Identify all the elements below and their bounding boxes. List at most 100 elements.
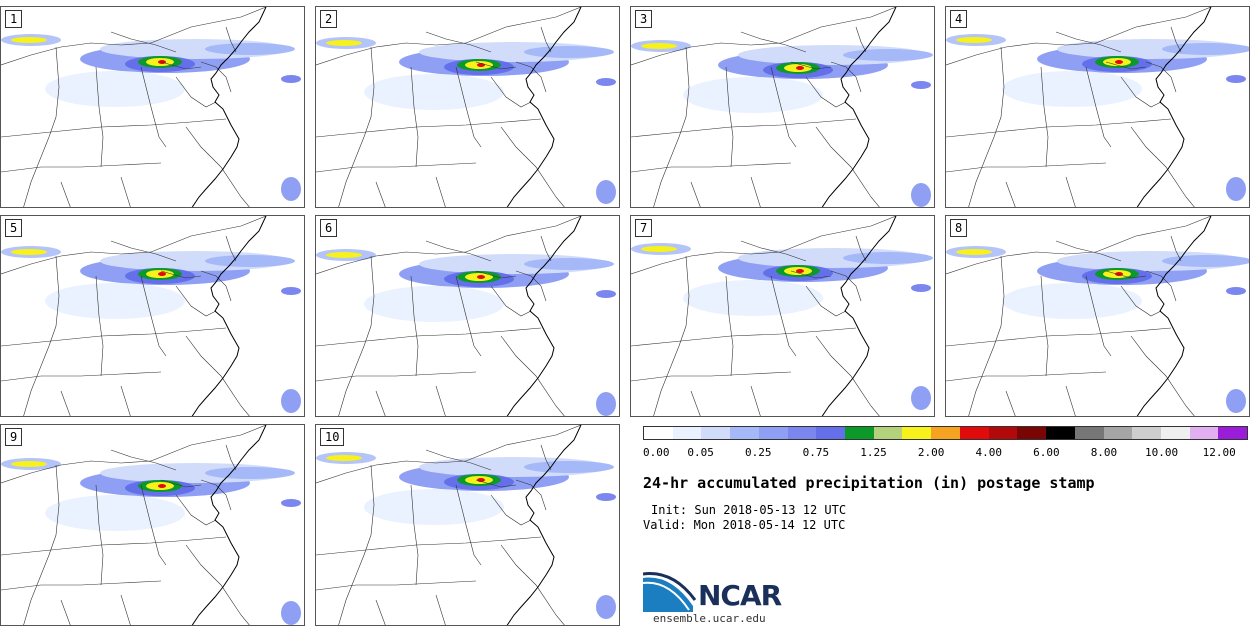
- state-boundary: [1, 42, 152, 66]
- state-boundary: [631, 42, 782, 66]
- state-boundary: [500, 544, 565, 625]
- state-boundary: [425, 31, 492, 53]
- state-boundary: [316, 536, 542, 556]
- precip-area: [1226, 75, 1246, 83]
- state-boundary: [185, 335, 250, 416]
- state-boundary: [175, 494, 217, 526]
- state-boundary: [790, 61, 832, 70]
- colorbar-segment: [1017, 427, 1047, 439]
- state-boundary: [1095, 216, 1212, 253]
- member-label: 4: [950, 10, 968, 28]
- state-boundary: [316, 251, 467, 275]
- state-boundary: [200, 270, 232, 302]
- state-boundary: [490, 285, 532, 317]
- precip-area: [45, 71, 185, 107]
- coastline: [506, 7, 582, 207]
- state-boundary: [500, 335, 565, 416]
- precip-area: [281, 287, 301, 295]
- state-boundary: [946, 371, 1107, 382]
- state-boundary: [425, 449, 492, 471]
- coastline: [191, 216, 267, 416]
- state-boundary: [465, 425, 582, 462]
- state-boundary: [110, 449, 177, 471]
- state-boundary: [185, 126, 250, 207]
- member-panel-2: 2: [315, 6, 620, 208]
- state-boundary: [95, 275, 104, 377]
- state-boundary: [750, 176, 761, 207]
- colorbar-segment: [1074, 427, 1104, 439]
- precip-area: [205, 467, 295, 479]
- ncar-logo-icon: [643, 572, 697, 612]
- state-boundary: [805, 285, 847, 317]
- state-boundary: [725, 66, 734, 168]
- precip-area: [596, 180, 616, 204]
- state-boundary: [316, 580, 477, 591]
- state-boundary: [750, 385, 761, 416]
- state-boundary: [946, 162, 1107, 173]
- state-boundary: [1, 371, 162, 382]
- state-boundary: [1130, 335, 1195, 416]
- state-boundary: [1, 162, 162, 173]
- colorbar-tick-label: 2.00: [917, 446, 945, 459]
- precip-area: [326, 40, 362, 46]
- state-boundary: [1065, 385, 1076, 416]
- colorbar-segment: [988, 427, 1018, 439]
- state-boundary: [968, 46, 1005, 207]
- state-boundary: [455, 275, 482, 357]
- precip-area: [956, 249, 992, 255]
- state-boundary: [435, 385, 446, 416]
- colorbar-tick-label: 10.00: [1145, 446, 1179, 459]
- state-boundary: [855, 235, 867, 262]
- state-boundary: [968, 255, 1005, 416]
- state-boundary: [435, 594, 446, 625]
- state-boundary: [375, 181, 386, 207]
- state-boundary: [490, 494, 532, 526]
- precip-area: [326, 455, 362, 461]
- state-boundary: [1130, 126, 1195, 207]
- precip-area: [11, 461, 47, 467]
- colorbar-ticks: 0.00 0.05 0.25 0.75 1.25 2.00 4.00 6.00 8.00 10.0…: [643, 446, 1248, 460]
- colorbar-segment: [1160, 427, 1190, 439]
- precip-area: [326, 252, 362, 258]
- precip-area: [596, 78, 616, 86]
- member-label: 6: [320, 219, 338, 237]
- state-boundary: [1005, 181, 1016, 207]
- state-boundary: [690, 181, 701, 207]
- state-boundary: [475, 479, 517, 488]
- state-boundary: [140, 66, 167, 148]
- colorbar-segment: [902, 427, 932, 439]
- state-boundary: [120, 176, 131, 207]
- precip-area: [596, 392, 616, 416]
- colorbar-segment: [672, 427, 702, 439]
- state-boundary: [1, 536, 227, 556]
- precip-area: [1162, 43, 1249, 55]
- state-boundary: [500, 126, 565, 207]
- precip-area: [1226, 177, 1246, 201]
- precip-area: [1162, 255, 1249, 267]
- colorbar-segment: [1103, 427, 1133, 439]
- precip-area: [205, 43, 295, 55]
- state-boundary: [465, 216, 582, 253]
- state-boundary: [316, 327, 542, 347]
- precip-area: [281, 177, 301, 201]
- state-boundary: [946, 327, 1172, 347]
- colorbar-tick-label: 0.05: [687, 446, 714, 459]
- precip-area: [1226, 287, 1246, 295]
- precip-area: [956, 37, 992, 43]
- colorbar-segment: [1132, 427, 1161, 439]
- precip-area: [683, 280, 823, 316]
- precip-area: [364, 74, 504, 110]
- state-boundary: [1170, 235, 1182, 262]
- state-boundary: [631, 327, 857, 347]
- state-boundary: [455, 484, 482, 566]
- state-boundary: [95, 484, 104, 586]
- state-boundary: [946, 42, 1097, 66]
- precip-area: [641, 43, 677, 49]
- state-boundary: [225, 444, 237, 471]
- init-time: Init: Sun 2018-05-13 12 UTC: [651, 503, 847, 517]
- state-boundary: [475, 61, 517, 70]
- state-boundary: [175, 285, 217, 317]
- precip-map: [1, 425, 301, 625]
- member-panel-4: 4: [945, 6, 1250, 208]
- precip-area: [281, 499, 301, 507]
